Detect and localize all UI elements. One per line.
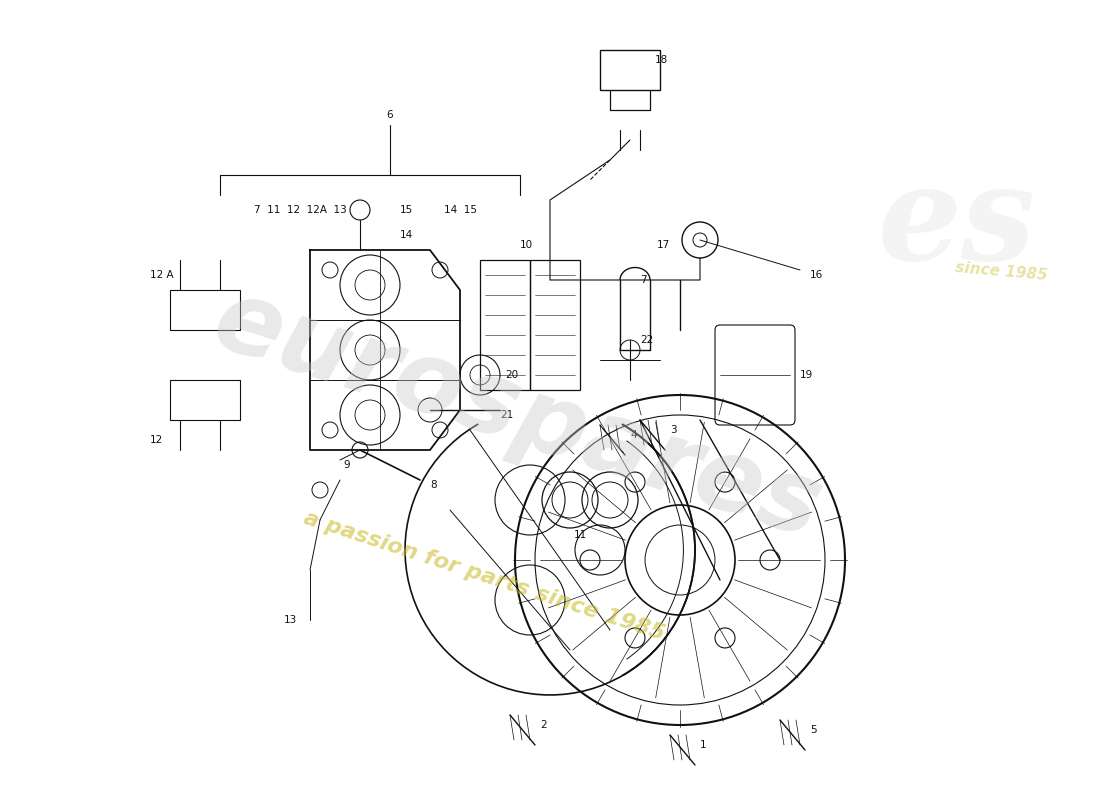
Bar (480, 260, 530, 390)
Text: 6: 6 (387, 110, 394, 120)
Text: since 1985: since 1985 (955, 261, 1047, 283)
Text: 15: 15 (400, 205, 414, 215)
Text: 12 A: 12 A (150, 270, 174, 280)
Text: 3: 3 (670, 425, 676, 435)
Text: 17: 17 (657, 240, 670, 250)
Text: 2: 2 (540, 720, 547, 730)
Text: eurospares: eurospares (201, 272, 833, 560)
Text: 19: 19 (800, 370, 813, 380)
Text: 14: 14 (400, 230, 414, 240)
Text: 12: 12 (150, 435, 163, 445)
Text: 8: 8 (430, 480, 437, 490)
Bar (170, 290, 240, 330)
Text: es: es (878, 159, 1036, 289)
Text: 16: 16 (810, 270, 823, 280)
Text: 22: 22 (640, 335, 653, 345)
Text: 20: 20 (505, 370, 518, 380)
Text: 11: 11 (573, 530, 586, 540)
Text: 7: 7 (640, 275, 647, 285)
Bar (600, 50, 660, 90)
Bar (170, 380, 240, 420)
Text: 1: 1 (700, 740, 706, 750)
Text: 4: 4 (630, 430, 637, 440)
Text: 5: 5 (810, 725, 816, 735)
Text: 13: 13 (284, 615, 297, 625)
Text: 9: 9 (343, 460, 350, 470)
Bar (530, 260, 580, 390)
Text: 14  15: 14 15 (443, 205, 476, 215)
Text: 18: 18 (654, 55, 669, 65)
Text: a passion for parts since 1985: a passion for parts since 1985 (301, 508, 667, 644)
Text: 10: 10 (520, 240, 534, 250)
Text: 21: 21 (500, 410, 514, 420)
Text: 7  11  12  12A  13: 7 11 12 12A 13 (254, 205, 346, 215)
